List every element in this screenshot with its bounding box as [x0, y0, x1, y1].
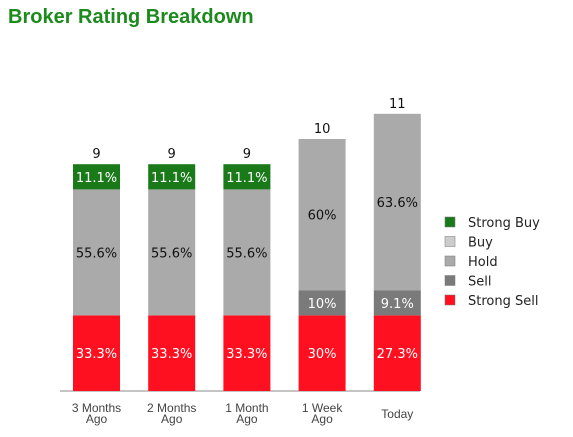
bar-hold-1-month-ago: [223, 189, 271, 316]
legend-label-strong-sell: Strong Sell: [468, 294, 538, 309]
data-label-strong-sell-3-months-ago: 33.3%: [76, 347, 117, 362]
legend-swatch-buy: [444, 236, 456, 247]
data-label-strong-buy-1-month-ago: 11.1%: [226, 171, 267, 186]
x-tick-label-today: Today: [381, 407, 413, 421]
bar-hold-1-week-ago: [298, 139, 346, 291]
bar-strong-sell-2-months-ago: [148, 315, 196, 391]
legend-label-sell: Sell: [468, 275, 491, 290]
legend-label-strong-buy: Strong Buy: [468, 216, 540, 231]
data-label-strong-sell-1-week-ago: 30%: [308, 347, 337, 362]
data-label-sell-today: 9.1%: [381, 297, 414, 312]
legend-swatch-hold: [444, 255, 456, 267]
total-label-today: 11: [389, 97, 406, 112]
data-label-hold-1-month-ago: 55.6%: [226, 246, 267, 261]
data-label-strong-sell-2-months-ago: 33.3%: [151, 347, 192, 362]
x-tick-label-1-week-ago: 1 Week Ago: [302, 401, 343, 426]
total-label-1-month-ago: 9: [243, 147, 251, 162]
legend-swatch-sell: [444, 275, 456, 286]
x-tick-label-1-month-ago: 1 Month Ago: [225, 401, 268, 426]
bar-strong-buy-3-months-ago: [73, 164, 120, 190]
bar-strong-buy-1-month-ago: [223, 164, 271, 190]
chart-title: Broker Rating Breakdown: [8, 6, 254, 28]
data-label-strong-buy-3-months-ago: 11.1%: [76, 171, 117, 186]
bar-hold-today: [373, 113, 421, 291]
x-tick-label-2-months-ago: 2 Months Ago: [147, 401, 196, 426]
bar-hold-3-months-ago: [73, 189, 120, 316]
bar-sell-today: [373, 290, 421, 316]
bar-sell-1-week-ago: [298, 290, 346, 316]
data-label-hold-2-months-ago: 55.6%: [151, 246, 192, 261]
bar-strong-buy-2-months-ago: [148, 164, 196, 190]
legend-label-hold: Hold: [468, 255, 498, 270]
data-label-strong-sell-today: 27.3%: [377, 347, 418, 362]
bar-strong-sell-1-week-ago: [298, 315, 346, 391]
data-label-hold-1-week-ago: 60%: [308, 209, 337, 224]
total-label-1-week-ago: 10: [314, 122, 331, 137]
data-label-sell-1-week-ago: 10%: [308, 297, 337, 312]
data-label-hold-today: 63.6%: [377, 196, 418, 211]
total-label-3-months-ago: 9: [92, 147, 100, 162]
total-label-2-months-ago: 9: [168, 147, 176, 162]
bar-strong-sell-today: [373, 315, 421, 391]
bar-strong-sell-3-months-ago: [73, 315, 120, 391]
bar-hold-2-months-ago: [148, 189, 196, 316]
legend-swatch-strong-buy: [444, 216, 456, 228]
data-label-strong-sell-1-month-ago: 33.3%: [226, 347, 267, 362]
data-label-strong-buy-2-months-ago: 11.1%: [151, 171, 192, 186]
bar-strong-sell-1-month-ago: [223, 315, 271, 391]
data-label-hold-3-months-ago: 55.6%: [76, 246, 117, 261]
legend-swatch-strong-sell: [444, 294, 456, 306]
legend-label-buy: Buy: [468, 236, 493, 251]
x-tick-label-3-months-ago: 3 Months Ago: [72, 401, 121, 426]
